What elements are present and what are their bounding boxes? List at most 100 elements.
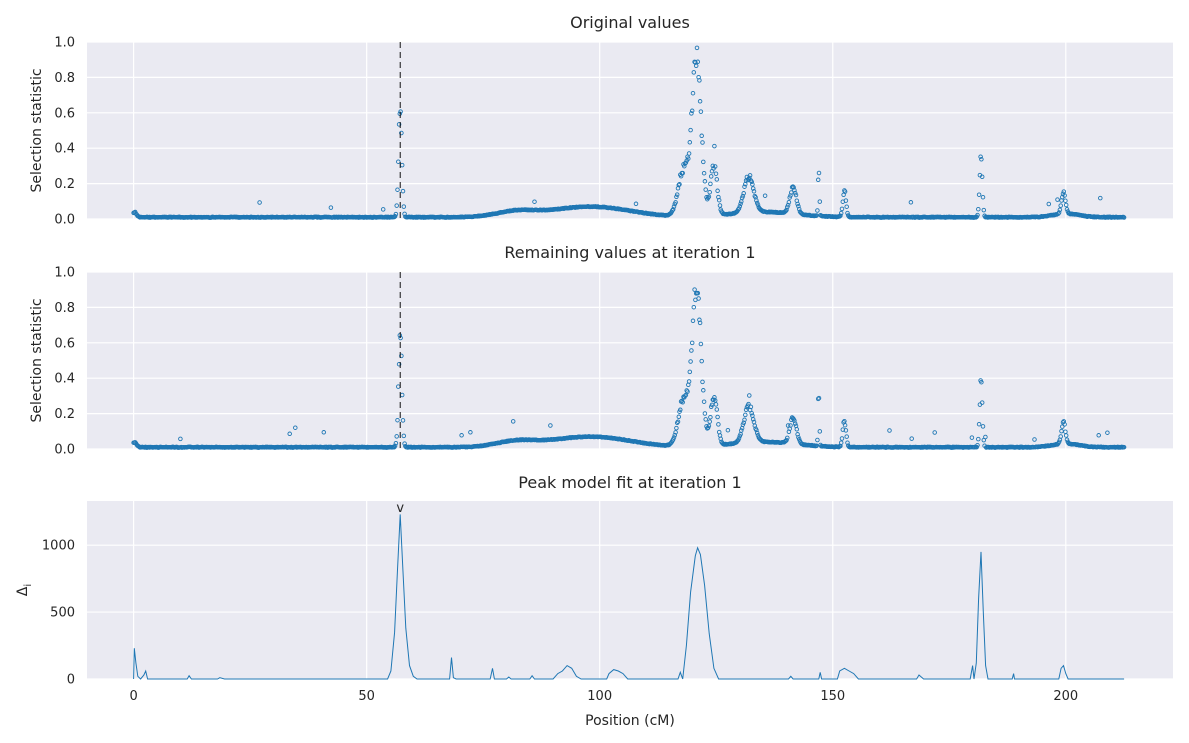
scatter-point [689,340,695,346]
scatter-point [815,208,820,213]
scatter-point [792,187,797,193]
scatter-point [714,407,720,412]
scatter-point [716,422,721,427]
scatter-point [701,159,706,165]
scatter-point [842,189,848,194]
scatter-point [817,429,823,434]
scatter-point [844,204,849,209]
scatter-point [788,423,793,428]
scatter-point [743,412,748,418]
scatter-point [1096,433,1101,438]
panel-1: 0.0 0.2 0.4 0.6 0.8 1.0 Original values Selecti… [29,13,1173,228]
scatter-point [740,193,746,199]
scatter-point [700,379,705,385]
scatter-point [393,440,399,446]
scatter-point [814,443,819,449]
scatter-point [838,440,844,445]
scatter-point [843,198,849,203]
scatter-point [321,430,327,435]
scatter-point [786,199,792,205]
scatter-point [755,202,761,208]
scatter-point [396,361,402,367]
scatter-point [688,359,693,364]
y-tick-label: 0.4 [54,142,75,157]
scatter-point [688,127,693,133]
scatter-point [816,170,822,176]
scatter-point [980,194,986,200]
scatter-point [1058,203,1063,208]
scatter-point [394,203,399,208]
scatter-point [706,194,712,199]
scatter-point [976,436,981,442]
scatter-point [1063,198,1068,203]
scatter-point [293,425,298,430]
panel-title: Remaining values at iteration 1 [504,243,755,262]
scatter-point [702,411,708,416]
scatter-point [754,430,760,436]
scatter-point [708,414,713,420]
scatter-point [749,179,754,185]
scatter-point [1064,437,1070,442]
y-tick-label: 0 [67,673,75,688]
scatter-point [401,204,407,209]
scatter-point [932,430,937,435]
scatter-point [737,204,743,209]
scatter-point [257,200,262,205]
scatter-point [1032,437,1037,442]
scatter-point [793,192,799,198]
scatter-point [401,433,407,439]
scatter-point [712,143,717,149]
scatter-point [839,206,845,212]
scatter-point [677,182,682,187]
scatter-point [670,208,675,213]
y-tick-label: 0.2 [54,407,75,422]
scatter-point [817,199,823,204]
scatter-point [674,194,679,200]
scatter-point [747,173,753,178]
scatter-point [790,184,796,189]
scatter-point [700,140,705,145]
scatter-point [1055,197,1060,202]
scatter-point [983,434,988,440]
scatter-point [738,201,743,207]
scatter-point [844,434,849,439]
scatter-point [178,436,183,442]
scatter-point [682,163,687,169]
scatter-points [131,287,1127,450]
scatter-point [697,78,702,83]
scatter-point [689,348,694,353]
scatter-point [674,192,680,197]
scatter-point [707,189,712,195]
scatter-point [709,402,715,408]
panel-3: 0 500 1000 Peak model fit at iteration 1 Δi 0… [15,473,1173,729]
scatter-point [532,199,537,204]
scatter-point [328,205,334,210]
scatter-point [713,402,719,407]
scatter-point [686,156,691,161]
scatter-point [1046,201,1052,207]
scatter-point [739,428,744,433]
scatter-point [975,442,980,448]
scatter-point [400,188,406,194]
scatter-point [815,396,821,402]
scatter-point [1121,444,1127,450]
scatter-point [710,163,716,169]
scatter-point [697,320,703,326]
scatter-point [703,417,708,422]
scatter-point [693,63,699,69]
y-tick-label: 1.0 [54,36,75,51]
scatter-point [762,193,768,198]
scatter-point [750,186,756,191]
y-axis-label: Selection statistic [29,68,45,192]
scatter-point [796,436,802,442]
scatter-point [680,400,685,405]
scatter-point [701,399,707,404]
scatter-point [685,389,690,394]
scatter-point [716,197,722,203]
scatter-point [815,437,820,443]
scatter-point [395,417,400,423]
scatter-point [633,201,639,207]
peak-marker: v [396,501,404,516]
scatter-point [392,214,398,219]
scatter-point [396,122,402,127]
